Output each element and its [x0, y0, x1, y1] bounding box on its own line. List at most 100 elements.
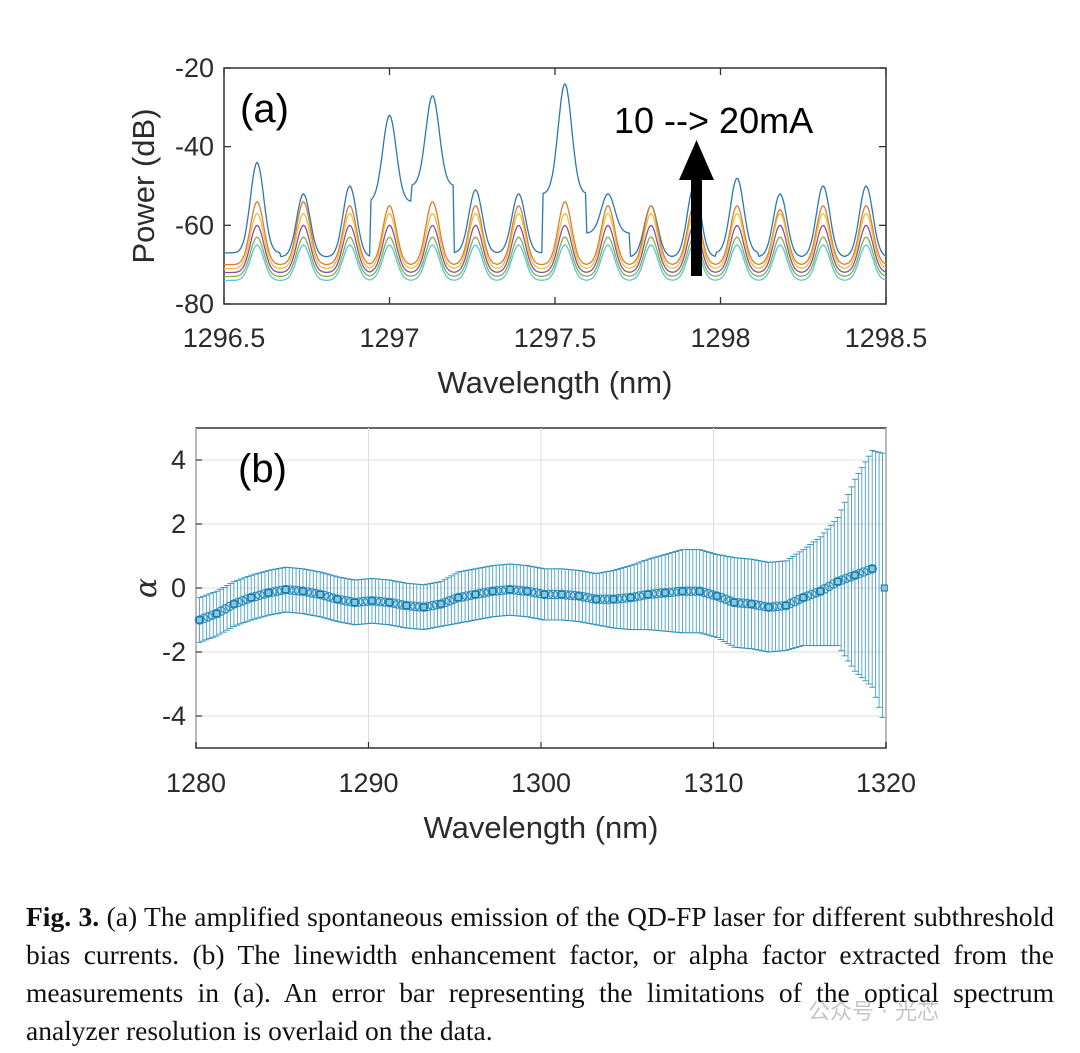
panel-a-chart: 1296.5 1297 1297.5 1298 1298.5 -20 -40 -60 -80 (…: [126, 53, 927, 400]
data-marker: [841, 573, 852, 584]
data-marker: [720, 594, 731, 604]
watermark: 公众号 · 光芯: [808, 1000, 939, 1025]
data-marker: [255, 590, 265, 600]
data-marker: [436, 599, 446, 609]
x-tick-label: 1298.5: [845, 323, 928, 353]
x-tick-label: 1297.5: [514, 323, 597, 353]
data-point: [880, 584, 888, 592]
data-point: [247, 594, 255, 602]
data-point: [471, 590, 479, 598]
data-point: [351, 598, 359, 606]
data-point: [782, 602, 790, 610]
data-point: [558, 590, 566, 598]
data-marker: [789, 596, 800, 607]
spectrum-line-2: [224, 200, 887, 266]
caption-label: Fig. 3.: [26, 901, 100, 932]
data-marker: [850, 570, 860, 580]
arrow-head: [679, 140, 714, 180]
data-marker: [229, 599, 239, 609]
panel-a-ticks: 1296.5 1297 1297.5 1298 1298.5 -20 -40 -60 -80: [175, 53, 927, 353]
data-point: [506, 586, 514, 594]
panel-b-ylabel: α: [129, 578, 164, 598]
panel-b-ticks: 1280 1290 1300 1310 1320 4 2 0 -2 -4: [162, 445, 916, 798]
current-annotation: 10 --> 20mA: [614, 100, 813, 141]
data-point: [299, 587, 307, 595]
data-point: [420, 603, 428, 611]
data-point: [609, 595, 617, 603]
data-point: [834, 578, 842, 586]
panel-a-xlabel: Wavelength (nm): [438, 365, 673, 400]
x-tick-label: 1280: [166, 768, 226, 798]
data-point: [678, 587, 686, 595]
panel-a-ylabel: Power (dB): [126, 108, 161, 263]
data-marker: [694, 586, 705, 596]
y-tick-label: -80: [175, 289, 214, 319]
data-point: [661, 589, 669, 597]
x-tick-label: 1296.5: [183, 323, 266, 353]
data-marker: [712, 591, 722, 601]
data-point: [730, 598, 738, 606]
caption-text: (a) The amplified spontaneous emission o…: [26, 901, 1054, 1046]
data-point: [747, 600, 755, 608]
spectrum-line-5: [224, 236, 887, 278]
data-marker: [315, 589, 325, 600]
data-marker: [798, 592, 808, 603]
data-point: [333, 595, 341, 603]
spectrum-line-4: [224, 224, 887, 274]
spectrum-line-1: [224, 83, 887, 258]
current-arrow: [679, 140, 714, 276]
panel-b-points: [194, 563, 888, 625]
data-point: [282, 586, 290, 594]
data-marker: [203, 611, 213, 622]
data-point: [385, 598, 393, 606]
data-marker: [246, 592, 256, 603]
data-marker: [867, 563, 877, 574]
x-tick-label: 1290: [338, 768, 398, 798]
data-marker: [781, 600, 791, 611]
x-tick-label: 1310: [683, 768, 743, 798]
y-tick-label: 4: [171, 445, 186, 475]
data-point: [816, 587, 824, 595]
panel-a-series: [224, 83, 887, 282]
y-tick-label: -2: [162, 637, 186, 667]
y-tick-label: 0: [171, 573, 186, 603]
panel-b-error-bars: [196, 449, 886, 718]
panel-b-xlabel: Wavelength (nm): [424, 810, 659, 845]
data-point: [868, 565, 876, 573]
data-point: [851, 571, 859, 579]
data-point: [592, 595, 600, 603]
data-point: [402, 602, 410, 610]
y-tick-label: -60: [175, 210, 214, 240]
panel-a-label: (a): [240, 87, 289, 131]
data-marker: [858, 567, 869, 577]
data-point: [316, 590, 324, 598]
data-point: [799, 594, 807, 602]
x-tick-label: 1297: [359, 323, 419, 353]
spectrum-line-6: [224, 244, 887, 282]
data-marker: [324, 591, 334, 602]
panel-b-grid: [195, 428, 887, 748]
data-point: [575, 592, 583, 600]
data-point: [437, 600, 445, 608]
arrow-shaft: [691, 176, 702, 276]
y-tick-label: -40: [175, 132, 214, 162]
panel-b-label: (b): [238, 447, 287, 491]
data-point: [213, 610, 221, 618]
data-point: [489, 587, 497, 595]
data-marker: [237, 595, 248, 606]
data-marker: [807, 589, 817, 600]
data-marker: [444, 595, 455, 606]
y-tick-label: -4: [162, 701, 186, 731]
data-point: [765, 603, 773, 611]
data-point: [264, 589, 272, 597]
data-point: [368, 597, 376, 605]
x-tick-label: 1298: [690, 323, 750, 353]
data-marker: [703, 588, 714, 599]
data-point: [713, 592, 721, 600]
spectrum-line-3: [224, 212, 887, 270]
data-point: [454, 594, 462, 602]
y-tick-label: -20: [175, 53, 214, 83]
data-point: [195, 616, 203, 624]
panel-b-chart: 1280 1290 1300 1310 1320 4 2 0 -2 -4 (b) Waveleng…: [129, 427, 916, 845]
x-tick-label: 1320: [856, 768, 916, 798]
